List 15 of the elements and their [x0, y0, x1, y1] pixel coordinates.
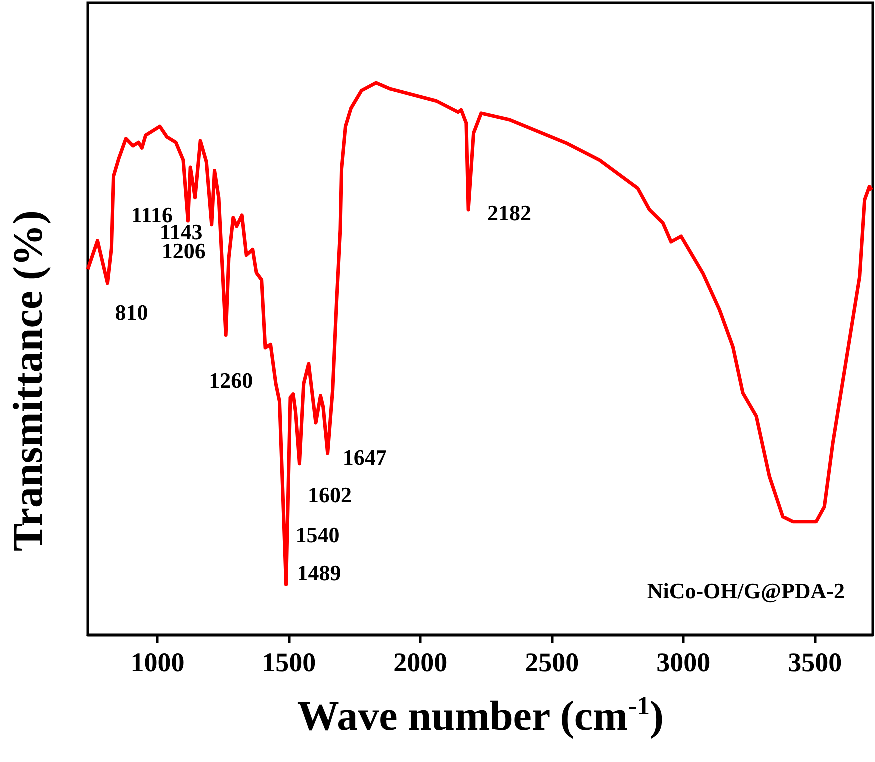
annotation: 2182	[488, 200, 532, 226]
x-tick-label: 3500	[788, 648, 842, 678]
annotation: 1489	[297, 560, 342, 586]
annotation: 1602	[308, 482, 352, 508]
annotation: 1647	[342, 444, 387, 470]
y-axis-title: Transmittance (%)	[6, 210, 52, 552]
x-tick-label: 1500	[262, 648, 316, 678]
x-tick-label: 3000	[656, 648, 711, 678]
x-tick-label: 2000	[394, 648, 448, 678]
x-tick-label: 2500	[525, 648, 580, 678]
annotation: 1260	[209, 368, 254, 393]
x-tick-label: 1000	[130, 648, 185, 678]
annotation: 810	[115, 300, 148, 325]
annotation: 1540	[296, 522, 340, 548]
annotation: NiCo-OH/G@PDA-2	[647, 578, 846, 604]
